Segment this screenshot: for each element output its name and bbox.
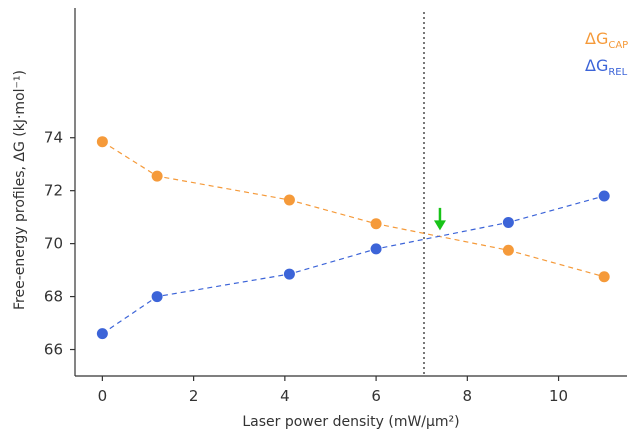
data-point-cap xyxy=(370,218,382,230)
data-point-cap xyxy=(502,244,514,256)
data-point-rel xyxy=(151,291,163,303)
x-tick-label: 8 xyxy=(463,387,473,405)
legend-main-text: ΔG xyxy=(585,29,608,48)
y-tick-label: 72 xyxy=(44,182,63,200)
legend-main-text: ΔG xyxy=(585,56,608,75)
legend-sub-text: CAP xyxy=(608,40,628,51)
x-tick-label: 2 xyxy=(189,387,199,405)
data-point-cap xyxy=(283,194,295,206)
data-point-rel xyxy=(283,268,295,280)
data-point-cap xyxy=(96,136,108,148)
series-line-cap xyxy=(102,141,605,278)
y-axis-title: Free-energy profiles, ΔG (kJ·mol⁻¹) xyxy=(12,70,28,310)
x-tick-label: 4 xyxy=(280,387,290,405)
y-tick-label: 66 xyxy=(44,341,63,359)
data-point-rel xyxy=(370,243,382,255)
legend-entry-cap: ΔGCAP xyxy=(585,29,628,51)
data-point-rel xyxy=(502,216,514,228)
x-tick-label: 6 xyxy=(371,387,381,405)
data-point-rel xyxy=(96,328,108,340)
arrow-head xyxy=(433,220,446,231)
legend-sub-text: REL xyxy=(608,67,627,78)
legend-entry-rel: ΔGREL xyxy=(585,56,628,78)
x-axis-title: Laser power density (mW/μm²) xyxy=(242,414,459,430)
data-point-cap xyxy=(598,271,610,283)
y-tick-label: 70 xyxy=(44,235,63,253)
data-point-cap xyxy=(151,170,163,182)
y-tick-label: 68 xyxy=(44,288,63,306)
series-line-rel xyxy=(102,195,605,335)
data-point-rel xyxy=(598,190,610,202)
x-tick-label: 10 xyxy=(549,387,568,405)
x-tick-label: 0 xyxy=(98,387,108,405)
y-tick-label: 74 xyxy=(44,129,63,147)
